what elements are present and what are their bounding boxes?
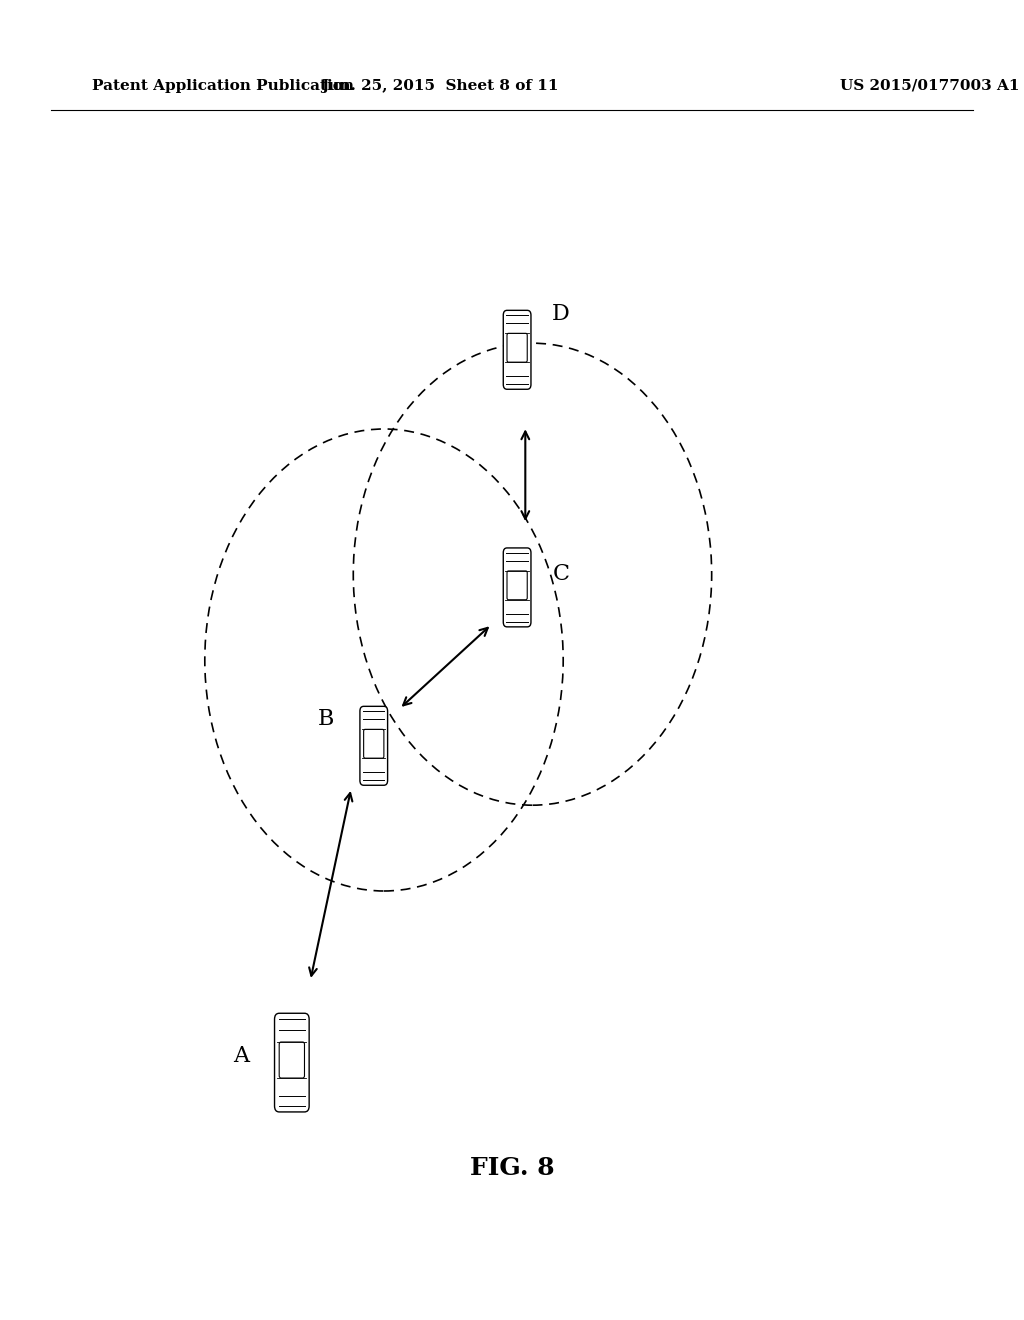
Text: US 2015/0177003 A1: US 2015/0177003 A1 [840, 79, 1019, 92]
Text: D: D [552, 304, 570, 325]
Text: Jun. 25, 2015  Sheet 8 of 11: Jun. 25, 2015 Sheet 8 of 11 [322, 79, 559, 92]
FancyBboxPatch shape [359, 706, 388, 785]
FancyBboxPatch shape [503, 310, 531, 389]
Text: C: C [553, 564, 569, 585]
FancyBboxPatch shape [364, 730, 384, 758]
FancyBboxPatch shape [503, 548, 531, 627]
Text: B: B [317, 709, 334, 730]
Text: Patent Application Publication: Patent Application Publication [92, 79, 354, 92]
FancyBboxPatch shape [280, 1041, 304, 1078]
FancyBboxPatch shape [507, 572, 527, 599]
FancyBboxPatch shape [274, 1014, 309, 1111]
Text: A: A [232, 1045, 249, 1067]
Text: FIG. 8: FIG. 8 [470, 1156, 554, 1180]
FancyBboxPatch shape [507, 334, 527, 362]
